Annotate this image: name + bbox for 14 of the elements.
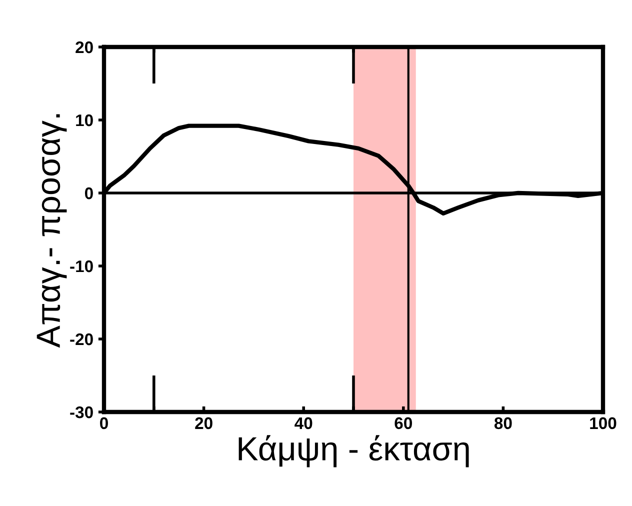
x-tick-label: 60 [394,417,412,430]
x-tick-label: 20 [195,417,212,430]
y-tick-label: -10 [70,260,93,272]
x-tick-label: 0 [100,417,108,430]
x-tick-label: 80 [494,417,512,430]
x-tick-label: 100 [590,417,616,430]
y-tick-label: -30 [70,406,93,418]
x-axis-title: Κάμψη - έκταση [238,435,469,468]
y-axis-title: Απαγ.- προσαγ. [36,114,67,348]
y-tick-label: 0 [84,187,93,200]
y-tick-label: 10 [76,114,93,126]
x-tick-label: 40 [294,417,312,430]
y-tick-label: 20 [76,41,93,54]
y-tick-label: -20 [70,333,93,346]
